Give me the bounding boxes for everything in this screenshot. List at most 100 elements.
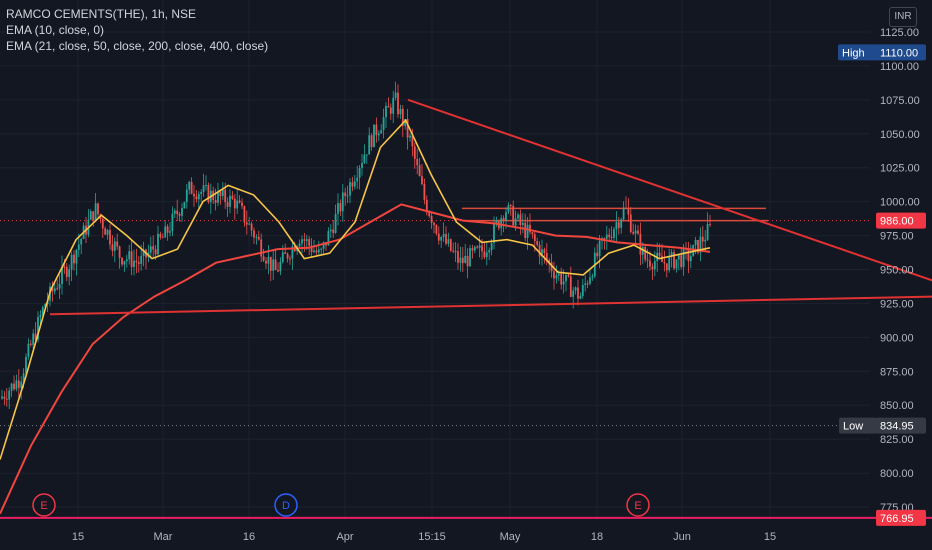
candle-up <box>694 240 697 245</box>
candle-down <box>104 228 107 235</box>
candle-down <box>190 181 193 194</box>
candle-up <box>392 97 395 114</box>
candle-down <box>603 237 606 239</box>
symbol-title[interactable]: RAMCO CEMENTS(THE), 1h, NSE <box>6 7 197 21</box>
candle-up <box>500 218 503 229</box>
event-marker <box>32 493 56 517</box>
candle-up <box>22 373 25 382</box>
candle-up <box>505 212 507 221</box>
candle-down <box>529 224 531 233</box>
candle-up <box>485 252 488 258</box>
price-tick-label: 1050.00 <box>880 129 920 141</box>
candle-down <box>471 248 474 251</box>
candle-up <box>8 390 11 400</box>
price-tick-label: 950.00 <box>880 265 914 277</box>
candle-down <box>161 237 164 239</box>
candle-down <box>310 245 313 253</box>
grid-lines <box>0 0 870 520</box>
candle-up <box>704 239 707 242</box>
candle-down <box>543 249 546 254</box>
low-label-bg <box>839 417 877 434</box>
candle-up <box>589 277 591 284</box>
candle-down <box>644 246 647 260</box>
candle-up <box>149 246 152 253</box>
currency-badge[interactable]: INR <box>889 7 917 27</box>
candle-up <box>68 269 71 277</box>
candle-down <box>226 202 229 207</box>
candle-down <box>649 260 651 267</box>
low-value-bg <box>876 417 926 434</box>
candle-down <box>661 255 663 262</box>
candle-down <box>425 199 428 213</box>
candle-up <box>327 231 330 246</box>
candle-down <box>243 206 246 223</box>
candle-up <box>142 249 145 256</box>
candle-up <box>164 226 167 238</box>
candle-down <box>637 230 639 234</box>
candle-down <box>214 199 217 203</box>
candle-up <box>380 130 383 134</box>
candle-up <box>337 203 339 215</box>
candle-up <box>668 256 671 271</box>
candle-up <box>183 201 186 209</box>
candle-down <box>610 237 613 239</box>
candle-down <box>116 241 119 247</box>
candle-up <box>440 237 443 241</box>
candle-up <box>358 167 361 178</box>
candle-down <box>159 233 162 238</box>
candle-up <box>157 233 159 255</box>
candle-up <box>478 245 481 248</box>
candle-up <box>171 213 174 232</box>
candle-up <box>341 192 344 212</box>
price-tick-label: 1000.00 <box>880 197 920 209</box>
candle-up <box>605 234 608 239</box>
candle-up <box>32 333 35 345</box>
candle-down <box>646 259 649 261</box>
candle-down <box>97 203 99 215</box>
candle-down <box>152 246 155 250</box>
candle-up <box>377 133 380 136</box>
candle-up <box>598 240 601 257</box>
candle-up <box>442 233 445 238</box>
time-tick-label: 15 <box>764 531 776 543</box>
price-tick-label: 800.00 <box>880 468 914 480</box>
candle-up <box>75 249 78 264</box>
candle-down <box>34 333 37 340</box>
candle-down <box>118 246 121 258</box>
candle-up <box>677 255 680 260</box>
event-letter: E <box>40 500 47 512</box>
candle-down <box>397 92 399 115</box>
chart-legend: RAMCO CEMENTS(THE), 1h, NSE EMA (10, clo… <box>6 6 268 54</box>
candle-down <box>238 200 241 203</box>
candle-down <box>569 276 572 297</box>
high-value-text: 1110.00 <box>880 47 918 59</box>
price-tick-label: 1075.00 <box>880 95 920 107</box>
ema-fast-legend[interactable]: EMA (10, close, 0) <box>6 23 105 37</box>
candle-up <box>113 241 116 251</box>
candle-up <box>305 239 308 241</box>
candle-down <box>387 105 390 108</box>
time-tick-label: May <box>500 531 521 543</box>
bottom-value-text: 766.95 <box>880 513 914 525</box>
time-axis[interactable]: 15 Mar 16 Apr 15:15 May 18 Jun 15 <box>72 531 776 543</box>
candle-down <box>421 176 423 184</box>
trendline-upper <box>407 98 932 282</box>
candle-up <box>229 195 231 207</box>
price-axis[interactable]: 1125.00 1100.00 1075.00 1050.00 1025.00 1000.… <box>838 27 926 526</box>
ema-slow-legend[interactable]: EMA (21, close, 50, close, 200, close, 4… <box>6 39 269 53</box>
candle-down <box>13 383 15 390</box>
low-label-text: Low <box>843 421 863 433</box>
candle-down <box>207 185 210 203</box>
candle-down <box>509 205 512 207</box>
candle-up <box>349 182 351 196</box>
high-label-text: High <box>842 47 865 59</box>
candle-up <box>197 194 200 200</box>
candle-up <box>356 177 359 182</box>
candle-down <box>176 210 179 214</box>
candle-down <box>663 261 666 264</box>
candle-down <box>536 241 539 245</box>
candle-down <box>651 266 654 270</box>
candle-up <box>313 250 315 253</box>
time-tick-label: 15:15 <box>418 531 446 543</box>
